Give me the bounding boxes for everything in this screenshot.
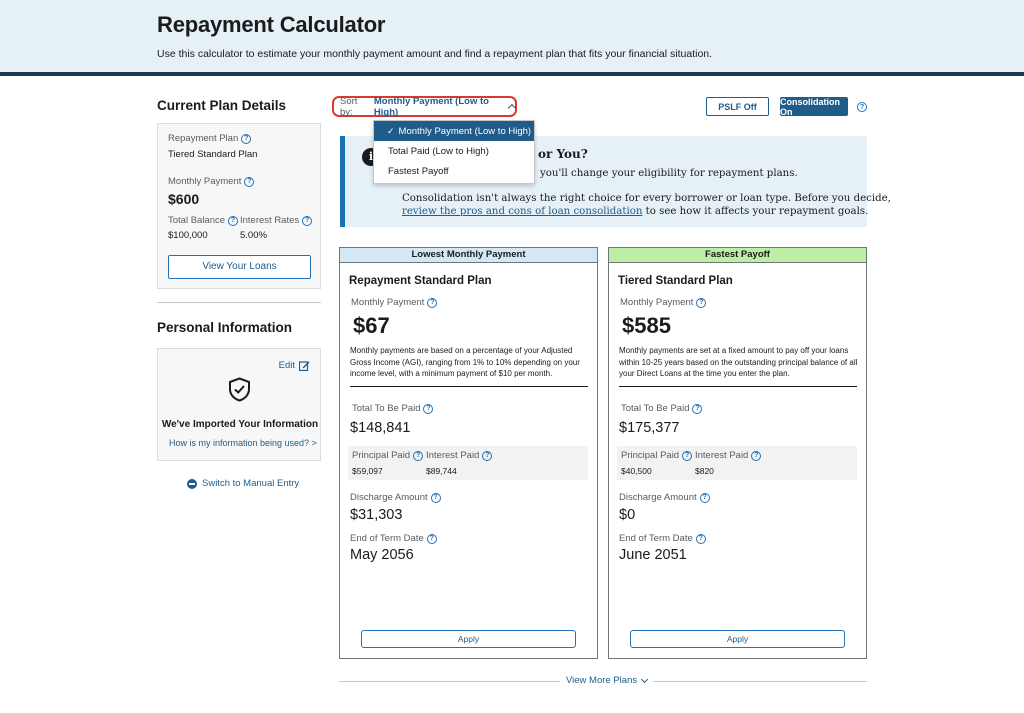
repayment-plan-value: Tiered Standard Plan xyxy=(168,149,258,160)
help-icon[interactable]: ? xyxy=(244,176,255,187)
imported-info-title: We've Imported Your Information xyxy=(161,419,319,430)
discharge-amount-label: Discharge Amount ? xyxy=(350,492,441,503)
apply-button[interactable]: Apply xyxy=(361,630,576,648)
edit-link[interactable]: Edit xyxy=(279,360,310,371)
sort-option-total-paid[interactable]: Total Paid (Low to High) xyxy=(388,145,489,157)
total-balance-label: Total Balance ? xyxy=(168,215,239,226)
interest-paid-label: Interest Paid ? xyxy=(426,450,493,461)
chevron-down-icon xyxy=(641,675,649,683)
sort-dropdown[interactable]: Sort by: Monthly Payment (Low to High) xyxy=(332,95,517,118)
end-term-label: End of Term Date ? xyxy=(619,533,706,544)
plan-name: Repayment Standard Plan xyxy=(349,275,492,287)
total-paid-label: Total To Be Paid ? xyxy=(352,403,434,414)
help-icon[interactable]: ? xyxy=(430,492,441,503)
consolidation-pros-cons-link[interactable]: review the pros and cons of loan consoli… xyxy=(402,206,643,217)
alert-title: or You? xyxy=(538,147,588,161)
help-icon[interactable]: ? xyxy=(695,533,706,544)
total-paid-value: $175,377 xyxy=(619,420,680,436)
plan-name: Tiered Standard Plan xyxy=(618,275,733,287)
consolidation-toggle-button[interactable]: Consolidation On xyxy=(780,97,848,117)
apply-button[interactable]: Apply xyxy=(630,630,845,648)
interest-rates-label: Interest Rates ? xyxy=(240,215,313,226)
monthly-payment-label: Monthly Payment ? xyxy=(168,176,255,187)
shield-check-icon xyxy=(229,377,250,402)
personal-info-card: Edit We've Imported Your Information How… xyxy=(157,348,321,461)
plan-description: Monthly payments are set at a fixed amou… xyxy=(619,346,858,378)
plan-card: Fastest Payoff Tiered Standard Plan Mont… xyxy=(608,247,867,659)
alert-line-3: review the pros and cons of loan consoli… xyxy=(402,206,869,217)
sidebar-divider xyxy=(157,302,321,303)
alert-line-2: Consolidation isn't always the right cho… xyxy=(402,193,891,204)
total-paid-value: $148,841 xyxy=(350,420,411,436)
help-icon[interactable]: ? xyxy=(426,533,437,544)
current-plan-title: Current Plan Details xyxy=(157,98,287,113)
sidebar: Current Plan Details Repayment Plan ? Ti… xyxy=(157,98,321,489)
info-usage-link[interactable]: How is my information being used? > xyxy=(169,438,317,448)
chevron-up-icon xyxy=(508,103,517,113)
monthly-payment-label: Monthly Payment ? xyxy=(620,297,707,308)
help-icon[interactable]: ? xyxy=(423,403,434,414)
total-paid-label: Total To Be Paid ? xyxy=(621,403,703,414)
monthly-payment-value: $67 xyxy=(353,313,390,338)
principal-paid-value: $40,500 xyxy=(621,466,652,476)
help-icon[interactable]: ? xyxy=(751,450,762,461)
help-icon[interactable]: ? xyxy=(692,403,703,414)
end-term-value: May 2056 xyxy=(350,547,414,563)
view-more-plans-button[interactable]: View More Plans xyxy=(560,675,654,686)
plan-badge: Fastest Payoff xyxy=(609,248,866,263)
sort-selected-value: Monthly Payment (Low to High) xyxy=(373,95,489,118)
sort-option-fastest-payoff[interactable]: Fastest Payoff xyxy=(388,165,449,177)
divider xyxy=(350,386,588,387)
principal-paid-label: Principal Paid ? xyxy=(352,450,424,461)
principal-paid-label: Principal Paid ? xyxy=(621,450,693,461)
help-icon[interactable]: ? xyxy=(682,450,693,461)
end-term-label: End of Term Date ? xyxy=(350,533,437,544)
repayment-plan-label: Repayment Plan ? xyxy=(168,133,252,144)
end-term-value: June 2051 xyxy=(619,547,687,563)
plan-description: Monthly payments are based on a percenta… xyxy=(350,346,580,378)
help-icon[interactable]: ? xyxy=(482,450,493,461)
help-icon[interactable]: ? xyxy=(699,492,710,503)
monthly-payment-value: $600 xyxy=(168,191,200,207)
interest-paid-label: Interest Paid ? xyxy=(695,450,762,461)
plan-badge: Lowest Monthly Payment xyxy=(340,248,597,263)
current-plan-card: Repayment Plan ? Tiered Standard Plan Mo… xyxy=(157,123,321,289)
sort-label: Sort by: xyxy=(340,95,358,118)
principal-paid-value: $59,097 xyxy=(352,466,383,476)
monthly-payment-value: $585 xyxy=(622,313,671,338)
pslf-toggle-button[interactable]: PSLF Off xyxy=(706,97,769,116)
help-icon[interactable]: ? xyxy=(413,450,424,461)
page-header: Repayment Calculator Use this calculator… xyxy=(0,0,1024,76)
interest-paid-value: $89,744 xyxy=(426,466,457,476)
switch-manual-entry-button[interactable]: Switch to Manual Entry xyxy=(157,478,321,489)
edit-icon xyxy=(299,361,310,371)
help-icon[interactable]: ? xyxy=(857,102,867,112)
personal-info-title: Personal Information xyxy=(157,320,293,335)
help-icon[interactable]: ? xyxy=(241,133,252,144)
help-icon[interactable]: ? xyxy=(228,215,239,226)
plan-card: Lowest Monthly Payment Repayment Standar… xyxy=(339,247,598,659)
divider xyxy=(619,386,857,387)
discharge-amount-value: $31,303 xyxy=(350,507,403,523)
page-subtitle: Use this calculator to estimate your mon… xyxy=(157,48,713,60)
principal-interest-breakdown: Principal Paid ? $59,097 Interest Paid ?… xyxy=(348,446,588,480)
discharge-amount-label: Discharge Amount ? xyxy=(619,492,710,503)
total-balance-value: $100,000 xyxy=(168,230,208,241)
sort-options-menu: ✓ Monthly Payment (Low to High) Total Pa… xyxy=(373,120,535,184)
sort-option-monthly-payment[interactable]: ✓ Monthly Payment (Low to High) xyxy=(374,121,534,141)
interest-rates-value: 5.00% xyxy=(240,230,267,241)
alert-line-1: you'll change your eligibility for repay… xyxy=(540,168,798,179)
minus-circle-icon xyxy=(187,478,197,489)
checkmark-icon: ✓ xyxy=(387,125,395,136)
discharge-amount-value: $0 xyxy=(619,507,636,523)
page-title: Repayment Calculator xyxy=(157,12,386,37)
help-icon[interactable]: ? xyxy=(427,297,438,308)
help-icon[interactable]: ? xyxy=(302,215,313,226)
monthly-payment-label: Monthly Payment ? xyxy=(351,297,438,308)
interest-paid-value: $820 xyxy=(695,466,714,476)
help-icon[interactable]: ? xyxy=(696,297,707,308)
view-loans-button[interactable]: View Your Loans xyxy=(168,255,311,279)
principal-interest-breakdown: Principal Paid ? $40,500 Interest Paid ?… xyxy=(617,446,857,480)
